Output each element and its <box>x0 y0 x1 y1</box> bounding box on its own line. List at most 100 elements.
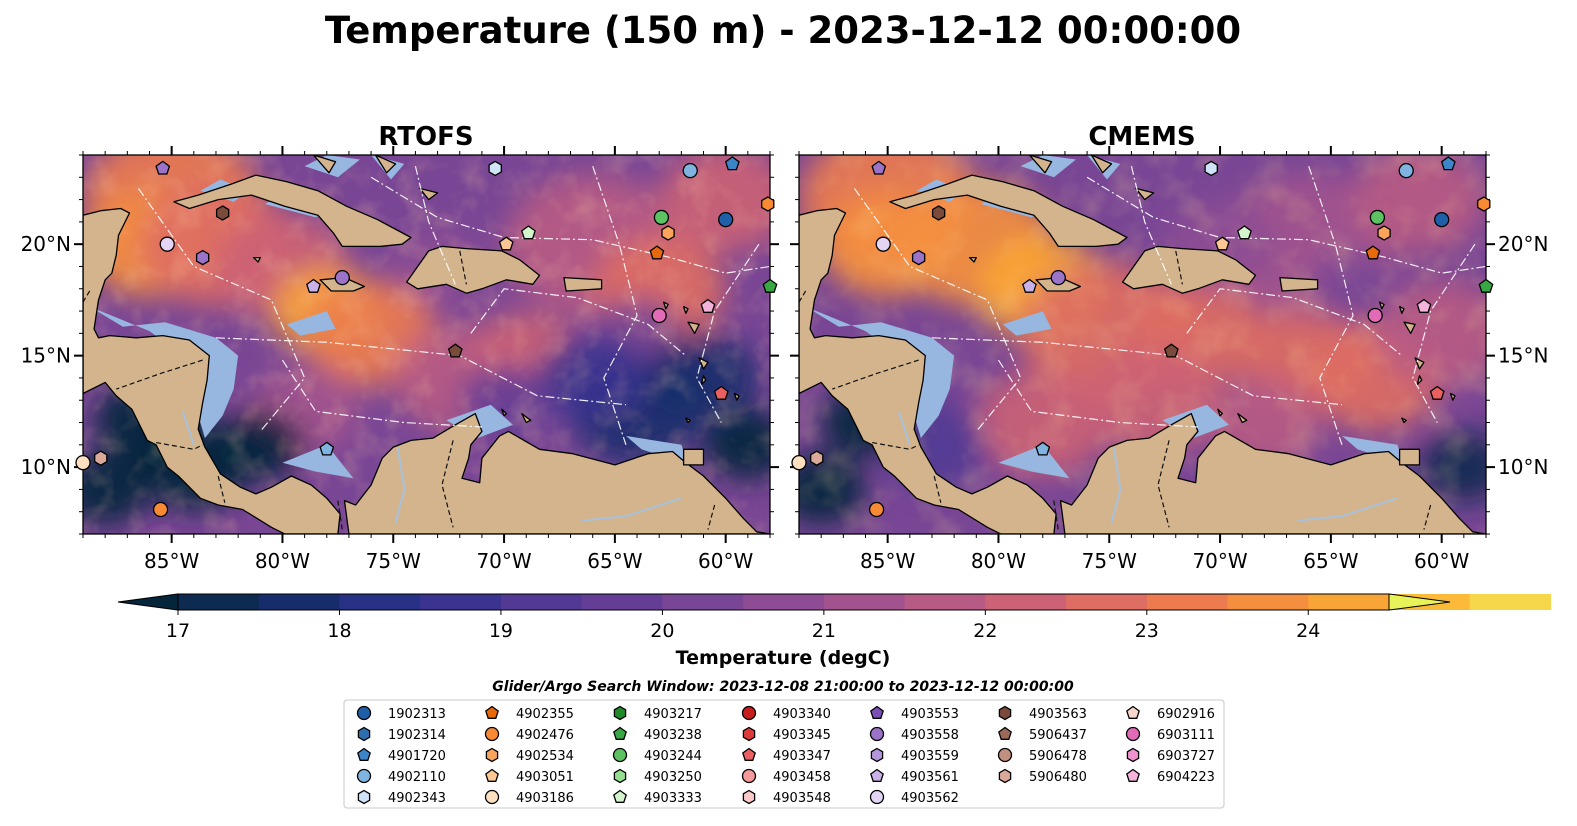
float-marker <box>761 196 775 212</box>
colorbar-segment <box>743 594 825 610</box>
river <box>181 411 195 446</box>
float-marker <box>700 298 716 313</box>
map-panel-rtofs: RTOFS 85°W 80°W 75°W 70°W 65°W 60°W 20°N 15°N 10… <box>21 122 779 573</box>
land-hispaniola <box>405 245 541 294</box>
colorbar-segment <box>823 594 906 610</box>
eez-boundary <box>592 165 638 446</box>
y-tick-label: 15°N <box>21 344 71 368</box>
land-aruba <box>501 408 507 417</box>
eez-boundary <box>1308 165 1354 446</box>
float-marker <box>195 249 210 266</box>
shallow-shelf <box>998 444 1070 479</box>
legend-marker <box>1126 747 1140 763</box>
legend-entry-label: 4902476 <box>516 728 574 743</box>
legend-entry-label: 4903186 <box>516 791 574 806</box>
legend-marker <box>1125 726 1141 742</box>
shallow-shelf <box>282 444 354 479</box>
x-tick-label: 85°W <box>144 549 199 573</box>
land-bahamas2 <box>1090 155 1113 174</box>
country-border <box>799 290 807 303</box>
float-marker <box>521 225 536 240</box>
legend-entry-label: 6903111 <box>1157 728 1215 743</box>
land-puertoRico <box>1279 276 1319 292</box>
country-border <box>933 475 942 503</box>
y-tick-label: 10°N <box>1498 455 1548 479</box>
colorbar-segment <box>1469 594 1552 610</box>
land-antigua <box>1398 305 1405 314</box>
shallow-shelf <box>1002 311 1052 336</box>
float-marker <box>1035 441 1051 456</box>
float-marker <box>1214 236 1230 251</box>
float-marker <box>319 441 335 456</box>
float-marker <box>911 249 926 266</box>
colorbar-segment <box>1308 594 1390 610</box>
legend-entry-label: 4903553 <box>901 707 959 722</box>
map-body <box>799 155 1486 534</box>
country-border <box>156 442 203 450</box>
colorbar-tick-label: 22 <box>973 620 997 642</box>
float-marker <box>810 450 824 466</box>
legend-marker <box>357 726 371 742</box>
eez-boundary <box>1130 166 1172 285</box>
float-marker <box>155 160 171 175</box>
legend-marker <box>742 726 756 742</box>
land-centralAmerica <box>83 207 341 534</box>
land-barbados <box>733 392 740 401</box>
legend-entry-label: 4903340 <box>773 707 831 722</box>
land-stlucia <box>700 375 707 386</box>
colorbar-frame <box>177 593 1390 611</box>
float-marker <box>931 205 946 221</box>
float-marker <box>159 236 175 252</box>
river <box>897 411 911 446</box>
float-marker <box>1365 245 1381 260</box>
float-marker <box>875 236 891 252</box>
float-marker <box>1369 209 1386 226</box>
legend-marker <box>742 747 756 761</box>
x-tick-label: 80°W <box>971 549 1026 573</box>
float-marker <box>791 455 807 471</box>
colorbar-segment <box>1227 594 1309 610</box>
float-marker <box>1440 156 1456 171</box>
colorbar-segment <box>258 594 341 610</box>
x-tick-label: 75°W <box>1082 549 1137 573</box>
float-marker <box>94 450 108 466</box>
legend-entry-label: 4903347 <box>773 749 831 764</box>
land-centralAmerica <box>799 207 1057 534</box>
colorbar-segment <box>662 594 744 610</box>
land-hispaniola <box>1121 245 1257 294</box>
land-aruba <box>1217 408 1223 417</box>
x-tick-label: 70°W <box>476 549 531 573</box>
figure-title: Temperature (150 m) - 2023-12-12 00:00:0… <box>325 9 1241 52</box>
y-tick-label: 10°N <box>21 455 71 479</box>
legend-entry-label: 4903562 <box>901 791 959 806</box>
x-tick-label: 65°W <box>587 549 642 573</box>
colorbar-segment <box>985 594 1067 610</box>
river <box>394 446 406 524</box>
legend-marker <box>484 789 500 805</box>
float-marker <box>1237 225 1252 240</box>
float-marker <box>1022 278 1037 293</box>
colorbar-tick-label: 21 <box>812 620 836 642</box>
colorbar-tick-label: 23 <box>1135 620 1159 642</box>
float-marker <box>1163 343 1179 358</box>
colorbar-tick-label: 24 <box>1296 620 1320 642</box>
y-tick-label: 20°N <box>21 232 71 256</box>
land-barbados <box>1449 392 1456 401</box>
land-trinidad <box>682 448 705 466</box>
y-tick-label: 15°N <box>1498 344 1548 368</box>
legend-entry-label: 4902110 <box>388 770 446 785</box>
float-marker <box>152 501 169 518</box>
legend-marker <box>485 747 499 763</box>
x-tick-label: 80°W <box>255 549 310 573</box>
float-marker <box>713 385 729 400</box>
float-marker <box>1429 385 1445 400</box>
float-marker <box>868 501 885 518</box>
float-marker <box>1204 160 1218 177</box>
x-tick-label: 60°W <box>1414 549 1469 573</box>
colorbar-tick-label: 18 <box>327 620 351 642</box>
land-caymans <box>968 256 977 263</box>
legend-entry-label: 4902355 <box>516 707 574 722</box>
legend-entry-label: 5906437 <box>1029 728 1087 743</box>
float-marker <box>488 160 502 177</box>
legend-entry-label: 4903345 <box>773 728 831 743</box>
